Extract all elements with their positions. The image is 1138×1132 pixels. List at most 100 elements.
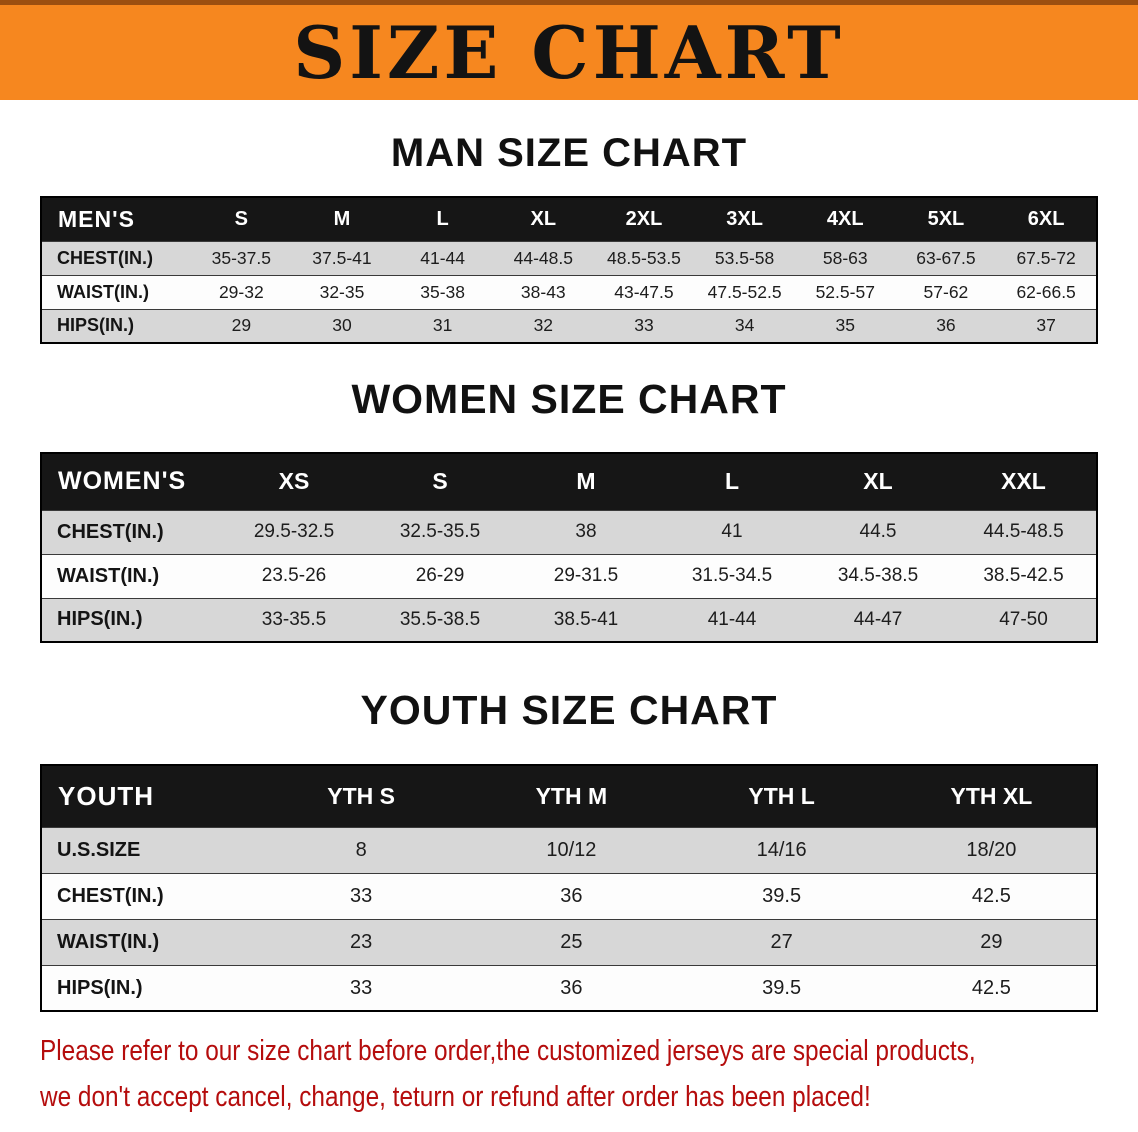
size-value-cell: 23	[350, 930, 373, 953]
table-row: WAIST(IN.) 29-32 32-35 35-38 38-43 43-47.5 47.…	[41, 275, 1097, 309]
size-value-cell: 58-63	[822, 247, 868, 268]
size-value-cell: 33	[350, 884, 373, 907]
column-header: M	[513, 453, 659, 511]
size-value-cell: 37.5-41	[312, 247, 372, 268]
table-row: U.S.SIZE 8 10/12 14/16 18/20	[41, 827, 1097, 874]
section-youth: YOUTH SIZE CHART YOUTH YTH S YTH M YTH L YTH…	[0, 687, 1138, 1013]
size-value-cell: 44.5	[859, 521, 897, 543]
size-value-cell: 26-29	[415, 565, 465, 587]
table-corner-label: MEN'S	[41, 197, 191, 241]
table-row: HIPS(IN.) 33 36 39.5 42.5	[41, 965, 1097, 1012]
men-section-heading: MAN SIZE CHART	[390, 131, 748, 175]
size-value-cell: 18/20	[966, 838, 1017, 861]
column-header: S	[191, 197, 292, 241]
size-value-cell: 29	[980, 930, 1003, 953]
women-size-table: WOMEN'S XS S M L XL XXL CHEST(IN.) 29.5-32.5 32.5…	[40, 452, 1098, 644]
size-value-cell: 35.5-38.5	[399, 608, 481, 630]
size-value-cell: 25	[560, 930, 583, 953]
size-value-cell: 29	[231, 315, 252, 336]
size-value-cell: 31	[432, 315, 453, 336]
size-value-cell: 63-67.5	[916, 247, 976, 268]
size-value-cell: 30	[332, 315, 352, 336]
size-value-cell: 42.5	[971, 884, 1011, 907]
size-value-cell: 44-47	[853, 608, 903, 630]
size-value-cell: 43-47.5	[614, 281, 674, 302]
column-header: 2XL	[593, 197, 695, 241]
row-label: WAIST(IN.)	[57, 564, 160, 587]
size-value-cell: 44-48.5	[513, 247, 573, 268]
size-value-cell: 32.5-35.5	[399, 521, 481, 543]
column-header: M	[291, 197, 393, 241]
size-value-cell: 38.5-42.5	[983, 565, 1064, 587]
size-value-cell: 42.5	[971, 976, 1011, 999]
size-value-cell: 34.5-38.5	[837, 565, 919, 587]
section-men: MAN SIZE CHART MEN'S S M L XL 2XL 3XL 4XL 5XL 6XL…	[0, 130, 1138, 344]
row-label: HIPS(IN.)	[57, 315, 135, 336]
size-value-cell: 67.5-72	[1016, 247, 1076, 268]
size-value-cell: 33	[634, 315, 654, 336]
table-row: CHEST(IN.) 35-37.5 37.5-41 41-44 44-48.5 48.5…	[41, 241, 1097, 275]
size-value-cell: 33	[350, 976, 373, 999]
column-header: XL	[805, 453, 951, 511]
column-header: XXL	[951, 453, 1097, 511]
size-value-cell: 38-43	[520, 281, 566, 302]
table-row: CHEST(IN.) 33 36 39.5 42.5	[41, 873, 1097, 920]
row-label: CHEST(IN.)	[57, 884, 164, 907]
size-value-cell: 31.5-34.5	[691, 565, 773, 587]
men-size-table: MEN'S S M L XL 2XL 3XL 4XL 5XL 6XL CHEST(IN.) 35-37…	[40, 196, 1098, 344]
column-header: S	[367, 453, 513, 511]
row-label: CHEST(IN.)	[57, 520, 164, 543]
size-value-cell: 39.5	[762, 976, 802, 999]
size-value-cell: 41	[721, 521, 743, 543]
column-header: YTH XL	[886, 765, 1097, 828]
size-value-cell: 37	[1036, 315, 1056, 336]
size-value-cell: 35	[835, 315, 855, 336]
table-row: HIPS(IN.) 33-35.5 35.5-38.5 38.5-41 41-44 44-…	[41, 598, 1097, 643]
size-value-cell: 34	[734, 315, 755, 336]
banner: SIZE CHART	[0, 0, 1138, 100]
size-value-cell: 47-50	[999, 608, 1048, 630]
table-corner-label: YOUTH	[41, 765, 256, 828]
column-header: L	[659, 453, 805, 511]
size-value-cell: 36	[936, 315, 956, 336]
footer-note: Please refer to our size chart before or…	[40, 1028, 1098, 1120]
size-value-cell: 27	[770, 930, 793, 953]
size-value-cell: 38.5-41	[553, 608, 619, 630]
row-label: WAIST(IN.)	[57, 281, 149, 302]
column-header: 3XL	[694, 197, 795, 241]
size-value-cell: 29-31.5	[553, 565, 619, 587]
size-value-cell: 23.5-26	[261, 565, 327, 587]
size-value-cell: 8	[355, 838, 367, 861]
size-value-cell: 35-38	[420, 281, 466, 302]
column-header: 4XL	[794, 197, 896, 241]
table-header-row: MEN'S S M L XL 2XL 3XL 4XL 5XL 6XL	[41, 197, 1097, 241]
table-row: CHEST(IN.) 29.5-32.5 32.5-35.5 38 41 44.5 44.5…	[41, 510, 1097, 555]
row-label: HIPS(IN.)	[57, 976, 143, 999]
size-value-cell: 62-66.5	[1016, 281, 1076, 302]
size-value-cell: 44.5-48.5	[983, 521, 1064, 543]
column-header: YTH M	[466, 765, 677, 828]
row-label: CHEST(IN.)	[57, 247, 153, 268]
table-header-row: WOMEN'S XS S M L XL XXL	[41, 453, 1097, 511]
size-value-cell: 29.5-32.5	[253, 521, 335, 543]
size-value-cell: 29-32	[218, 281, 264, 302]
column-header: L	[392, 197, 493, 241]
table-row: WAIST(IN.) 23.5-26 26-29 29-31.5 31.5-34.5 34…	[41, 554, 1097, 599]
size-value-cell: 41-44	[707, 608, 757, 630]
size-value-cell: 10/12	[546, 838, 597, 861]
size-value-cell: 41-44	[420, 247, 466, 268]
column-header: 5XL	[895, 197, 997, 241]
column-header: YTH S	[256, 765, 467, 828]
size-value-cell: 36	[560, 976, 583, 999]
table-header-row: YOUTH YTH S YTH M YTH L YTH XL	[41, 765, 1097, 828]
size-value-cell: 36	[560, 884, 583, 907]
section-women: WOMEN SIZE CHART WOMEN'S XS S M L XL XXL CHEST(…	[0, 376, 1138, 644]
size-value-cell: 47.5-52.5	[707, 281, 782, 302]
column-header: XL	[492, 197, 594, 241]
size-value-cell: 52.5-57	[815, 281, 875, 302]
women-section-heading: WOMEN SIZE CHART	[351, 376, 787, 422]
size-value-cell: 33-35.5	[261, 608, 327, 630]
row-label: U.S.SIZE	[57, 838, 141, 861]
size-value-cell: 39.5	[762, 884, 802, 907]
